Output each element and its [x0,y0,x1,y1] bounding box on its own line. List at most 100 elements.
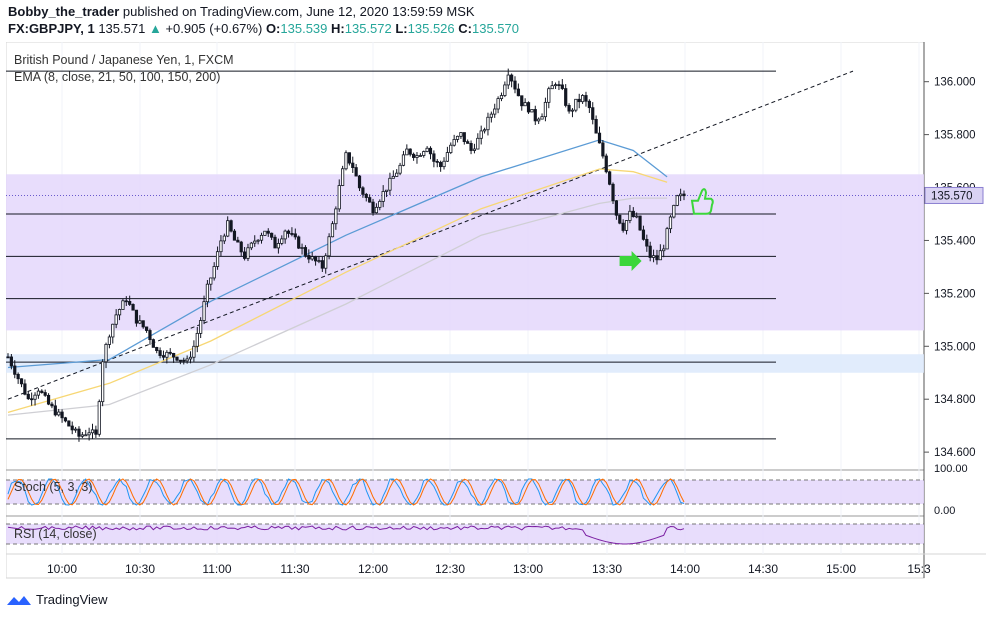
author-name[interactable]: Bobby_the_trader [8,4,120,19]
candle-body [557,84,561,87]
stoch-legend[interactable]: Stoch (5, 3, 3) [14,480,93,494]
price-tick-label: 134.600 [934,447,976,459]
candle-body [313,256,318,262]
ema-legend[interactable]: EMA (8, close, 21, 50, 100, 150, 200) [14,70,221,84]
candle-body [341,168,345,186]
candle-body [530,109,534,113]
ema-line [7,168,668,414]
candle-body [550,85,554,90]
candle-body [665,228,669,250]
candle-body [270,232,274,238]
candle-body [597,132,602,144]
candle-body [205,283,210,303]
candle-body [43,392,47,396]
candle-body [60,411,64,419]
candle-body [658,250,662,261]
candle-body [158,350,162,356]
candle-body [172,352,176,358]
tradingview-brand[interactable]: TradingView [6,592,108,607]
publisher-line: Bobby_the_trader published on TradingVie… [8,4,475,19]
price-tick-label: 134.800 [934,394,976,406]
candle-body [493,108,497,115]
last-price: 135.571 [98,21,146,36]
candle-body [192,345,196,358]
candle-body [584,95,588,102]
price-chart[interactable]: 10:00 10:30 11:00 11:30 12:00 12:30 13:00 13:30… [5,41,986,580]
candle-body [655,255,659,261]
candle-body [303,247,308,256]
candle-body [33,394,37,400]
candle-body [523,102,527,107]
price-zone [6,354,924,373]
candle-body [395,172,399,177]
candle-body [266,230,270,234]
open-value: 135.539 [280,21,328,36]
candle-body [6,356,10,359]
candle-body [499,95,504,100]
candle-body [364,193,368,198]
candle-body [236,239,240,243]
candle-body [87,432,91,436]
open-label: O: [265,21,281,36]
candle-body [219,240,223,253]
candle-body [675,195,679,206]
candle-body [212,266,216,279]
candle-body [516,88,520,97]
candle-body [604,155,608,173]
candle-body [594,118,598,134]
candle-body [70,425,74,431]
tradingview-logo-icon [7,595,31,605]
candle-body [455,135,460,140]
candle-body [351,162,355,168]
candle-body [482,129,487,132]
chart-area[interactable]: 10:00 10:30 11:00 11:30 12:00 12:30 13:00 13:30… [5,41,986,580]
ohlc-line: FX:GBPJPY, 1 135.571 ▲ +0.905 (+0.67%) O… [8,21,519,36]
candle-body [117,309,122,316]
candle-body [324,255,328,269]
candle-body [330,223,335,238]
rsi-legend[interactable]: RSI (14, close) [14,527,97,541]
candle-body [168,351,172,354]
candle-body [307,255,311,260]
candle-body [16,373,20,380]
candle-body [624,220,629,231]
candle-body [283,230,287,240]
green-arrow-icon [619,250,642,271]
candle-body [452,139,456,146]
price-tick-label: 136.000 [934,77,976,89]
candle-body [513,80,517,90]
high-value: 135.572 [344,21,392,36]
candle-body [344,152,348,170]
candle-body [310,256,314,260]
candle-body [668,216,673,230]
time-tick-label: 15:00 [826,562,856,576]
candle-body [435,160,439,163]
candle-body [317,260,321,262]
candle-body [300,247,304,249]
candle-body [151,339,155,348]
candle-body [533,109,537,122]
candle-body [503,84,507,96]
instrument-legend[interactable]: British Pound / Japanese Yen, 1, FXCM [14,53,234,67]
up-arrow-icon: ▲ [148,21,162,36]
candle-body [101,361,105,403]
candle-body [422,151,426,156]
candle-body [489,113,493,118]
candle-body [635,215,639,218]
candle-body [469,143,473,151]
time-tick-label: 10:30 [125,562,155,576]
candle-body [293,233,297,238]
candle-body [13,365,17,375]
candle-body [256,239,260,242]
candle-body [253,240,257,244]
candle-body [439,161,443,168]
candle-body [90,429,95,434]
candle-body [155,347,159,351]
brand-name: TradingView [36,592,108,607]
candle-body [111,323,115,338]
candle-body [381,191,385,202]
candle-body [57,411,61,416]
candle-body [249,242,253,249]
candle-body [165,351,169,358]
candle-body [276,243,281,249]
